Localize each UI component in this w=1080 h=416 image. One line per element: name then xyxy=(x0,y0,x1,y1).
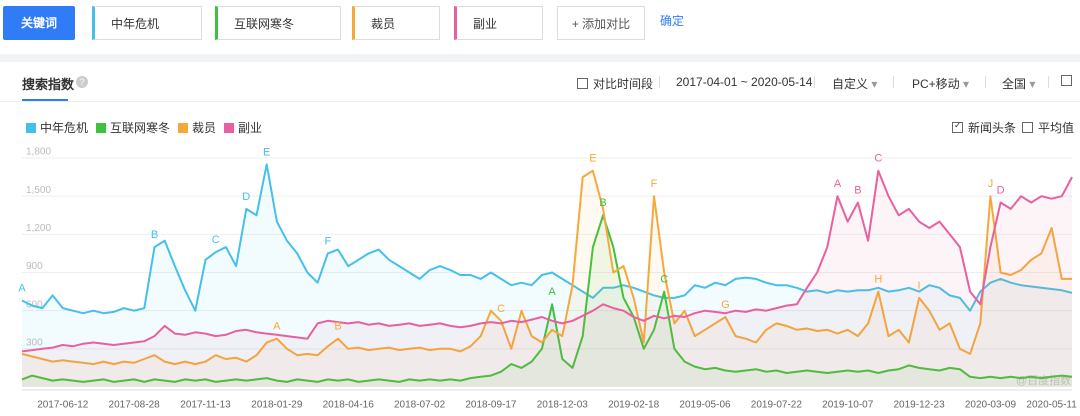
annotation: D xyxy=(997,184,1005,196)
legend-label: 互联网寒冬 xyxy=(110,121,171,135)
x-tick-label: 2017-08-28 xyxy=(109,400,161,411)
legend-swatch xyxy=(224,123,235,133)
annotation: I xyxy=(918,280,921,292)
panel: 搜索指数 ? 对比时间段 2017-04-01 ~ 2020-05-14 自定义… xyxy=(0,62,1080,416)
y-tick-label: 1,200 xyxy=(26,223,51,234)
annotation: B xyxy=(599,197,606,209)
device-select[interactable]: PC+移动 ▾ xyxy=(912,77,970,91)
x-tick-label: 2018-01-29 xyxy=(251,400,303,411)
y-tick-label: 600 xyxy=(26,299,43,310)
news-toggle[interactable]: ✓ 新闻头条 xyxy=(952,120,1017,135)
annotation: A xyxy=(834,178,842,190)
legend-item[interactable]: 裁员 xyxy=(178,121,216,135)
compare-label: 对比时间段 xyxy=(593,77,654,91)
annotation: D xyxy=(242,191,250,203)
legend-label: 裁员 xyxy=(192,121,217,135)
x-tick-label: 2019-12-23 xyxy=(894,400,946,411)
annotation: B xyxy=(854,184,861,196)
x-tick-label: 2018-09-17 xyxy=(465,400,517,411)
legend-swatch xyxy=(178,123,189,133)
x-tick-label: 2018-07-02 xyxy=(394,400,446,411)
annotation: E xyxy=(589,153,596,165)
annotation: C xyxy=(660,273,668,285)
legend-label: 副业 xyxy=(238,121,263,135)
date-range[interactable]: 2017-04-01 ~ 2020-05-14 xyxy=(676,75,813,89)
average-toggle[interactable]: 平均值 xyxy=(1022,119,1074,136)
y-tick-label: 300 xyxy=(26,337,43,348)
legend-swatch xyxy=(26,123,36,133)
add-compare[interactable]: + 添加对比 xyxy=(557,6,645,40)
help-icon[interactable]: ? xyxy=(76,76,88,88)
export-icon[interactable] xyxy=(1061,75,1072,86)
area xyxy=(22,164,1072,387)
keyword[interactable]: 副业 xyxy=(454,6,543,40)
legend-item[interactable]: 中年危机 xyxy=(26,121,88,135)
legend-item[interactable]: 互联网寒冬 xyxy=(96,121,170,135)
separator xyxy=(893,76,894,88)
y-tick-label: 900 xyxy=(26,261,43,272)
x-tick-label: 2017-11-13 xyxy=(180,400,231,411)
annotation: F xyxy=(651,178,658,190)
x-tick-label: 2019-07-22 xyxy=(751,400,803,411)
watermark: @百度指数 xyxy=(1016,375,1072,387)
annotation: C xyxy=(497,303,505,315)
y-tick-label: 1,800 xyxy=(26,147,51,158)
annotation: E xyxy=(263,146,270,158)
x-tick-label: 2019-05-06 xyxy=(679,400,731,411)
custom-select[interactable]: 自定义 ▾ xyxy=(832,77,878,91)
annotation: B xyxy=(334,321,341,333)
x-tick-label: 2019-10-07 xyxy=(822,400,874,411)
area xyxy=(22,170,1072,387)
compare-toggle[interactable]: 对比时间段 xyxy=(577,75,653,92)
keyword[interactable]: 裁员 xyxy=(352,6,440,40)
area xyxy=(22,215,1072,387)
annotation: A xyxy=(273,321,281,333)
x-tick-label: 2017-06-12 xyxy=(37,400,89,411)
x-tick-label: 2018-12-03 xyxy=(537,400,589,411)
separator xyxy=(985,76,986,88)
divider xyxy=(0,101,1080,102)
area xyxy=(22,170,1072,387)
annotation: A xyxy=(548,286,556,298)
toolbar: 关键词 中年危机 互联网寒冬 裁员 副业 + 添加对比 确定 xyxy=(0,0,1080,54)
confirm[interactable]: 确定 xyxy=(660,14,685,28)
average-label: 平均值 xyxy=(1038,121,1075,135)
news-label: 新闻头条 xyxy=(968,121,1017,135)
device-label: PC+移动 xyxy=(912,77,960,91)
region-label: 全国 xyxy=(1002,77,1027,91)
annotation: A xyxy=(18,282,26,294)
annotation: C xyxy=(212,234,220,246)
line xyxy=(21,169,1073,353)
x-tick-label: 2018-04-16 xyxy=(323,400,375,411)
keyword[interactable]: 互联网寒冬 xyxy=(215,6,341,40)
separator xyxy=(659,76,660,88)
line xyxy=(21,163,1073,315)
legend: 中年危机 互联网寒冬 裁员 副业 xyxy=(26,119,270,136)
annotation: G xyxy=(721,299,730,311)
x-tick-label: 2020-05-11 xyxy=(1026,400,1077,411)
x-tick-label: 2020-03-09 xyxy=(965,400,1017,411)
keyword[interactable]: 中年危机 xyxy=(92,6,202,40)
x-tick-label: 2019-02-18 xyxy=(608,400,660,411)
keyword-button[interactable]: 关键词 xyxy=(3,6,75,40)
annotation: C xyxy=(874,153,882,165)
separator xyxy=(814,76,815,88)
separator xyxy=(1048,76,1049,88)
annotation: J xyxy=(988,178,994,190)
line xyxy=(21,169,1072,366)
annotation: F xyxy=(324,235,331,247)
region-select[interactable]: 全国 ▾ xyxy=(1002,77,1036,91)
legend-label: 中年危机 xyxy=(40,121,89,135)
legend-item[interactable]: 副业 xyxy=(224,121,262,135)
tab-underline xyxy=(22,99,68,101)
line xyxy=(21,214,1073,383)
custom-label: 自定义 xyxy=(832,77,869,91)
annotation: B xyxy=(151,229,158,241)
chart: 300 600 900 1,200 1,500 1,800 2017-06-12 2017-0… xyxy=(18,146,1077,411)
legend-swatch xyxy=(96,123,107,133)
panel-title: 搜索指数 xyxy=(22,77,75,92)
annotation: H xyxy=(874,273,882,285)
y-tick-label: 1,500 xyxy=(26,185,51,196)
